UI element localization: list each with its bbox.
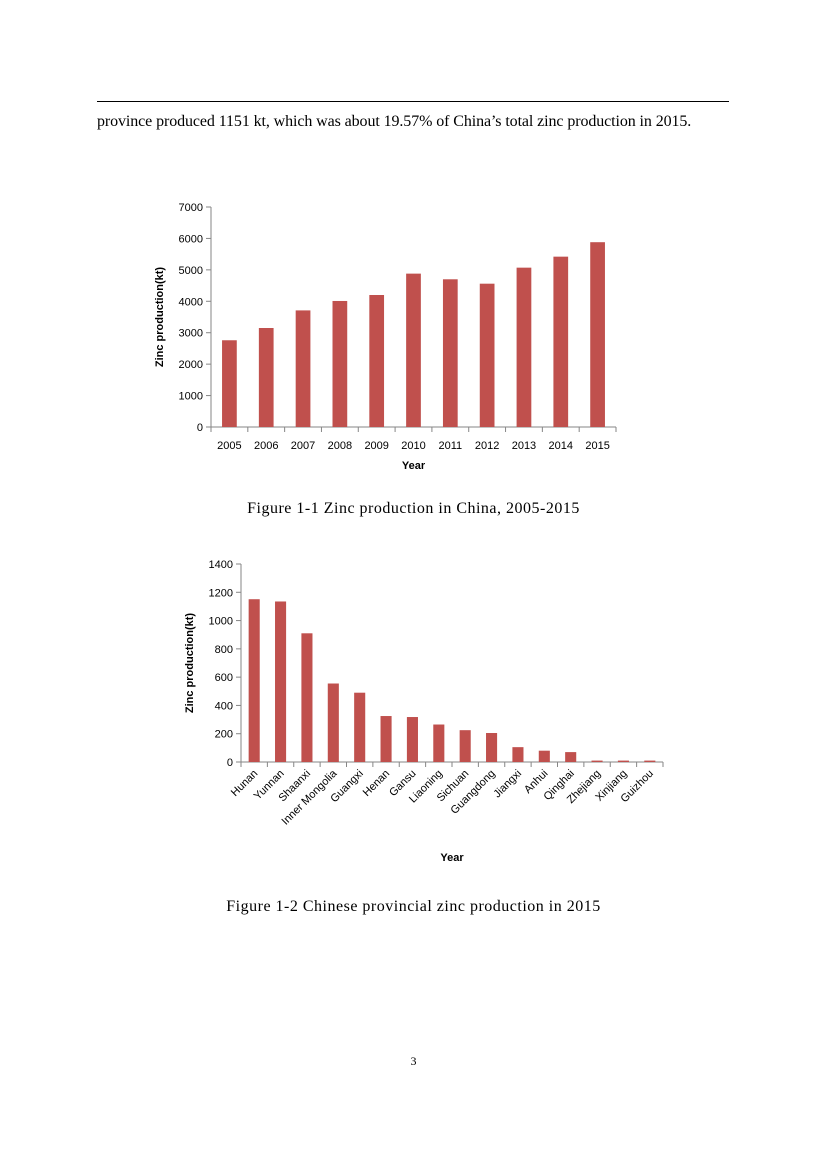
bar-liaoning — [433, 724, 445, 762]
bar-yunnan — [275, 601, 287, 762]
x-tick-label: 2014 — [549, 440, 573, 452]
bar-guizhou — [644, 760, 656, 762]
y-tick-label: 2000 — [179, 359, 203, 371]
y-tick-label: 4000 — [179, 296, 203, 308]
y-tick-label: 600 — [215, 672, 233, 684]
bar-2015 — [590, 242, 605, 427]
y-axis-title: Zinc production(kt) — [154, 267, 166, 368]
bar-shaanxi — [301, 633, 313, 762]
bar-sichuan — [459, 730, 471, 762]
bar-2007 — [295, 310, 311, 427]
x-axis-title: Year — [440, 852, 464, 864]
bar-qinghai — [565, 752, 577, 762]
y-axis-title: Zinc production(kt) — [184, 613, 196, 714]
bar-henan — [380, 716, 392, 762]
x-tick-label: Jiangxi — [491, 768, 524, 801]
bar-zhejiang — [591, 760, 603, 762]
x-axis-title: Year — [402, 460, 426, 472]
bar-2012 — [479, 283, 495, 427]
bar-guangdong — [486, 733, 498, 762]
figure-1-1-caption: Figure 1-1 Zinc production in China, 200… — [247, 500, 580, 517]
y-tick-label: 1200 — [209, 587, 233, 599]
bar-2013 — [516, 267, 532, 427]
y-tick-label: 1000 — [209, 616, 233, 628]
x-tick-label: 2011 — [438, 440, 462, 452]
bar-2011 — [442, 279, 458, 427]
x-tick-label: 2008 — [328, 440, 352, 452]
y-tick-label: 200 — [215, 729, 233, 741]
bar-2005 — [222, 340, 237, 427]
y-tick-label: 1400 — [209, 559, 233, 571]
bar-hunan — [248, 599, 260, 762]
bar-2014 — [553, 256, 569, 427]
x-tick-label: 2007 — [291, 440, 315, 452]
y-tick-label: 7000 — [179, 202, 203, 214]
x-tick-label: 2009 — [364, 440, 388, 452]
y-tick-label: 1000 — [179, 391, 203, 403]
bar-gansu — [406, 717, 418, 762]
bar-2008 — [332, 300, 348, 427]
bar-2010 — [406, 273, 421, 427]
x-tick-label: 2010 — [401, 440, 425, 452]
zinc-production-china-chart: 0 1000 2000 3000 4000 5000 6000 7000 2005 2006 200… — [154, 202, 617, 472]
bar-2006 — [258, 328, 274, 427]
figure-1-2-caption: Figure 1-2 Chinese provincial zinc produ… — [226, 898, 601, 915]
body-paragraph: province produced 1151 kt, which was abo… — [97, 113, 692, 130]
y-tick-label: 0 — [227, 757, 233, 769]
y-tick-label: 800 — [215, 644, 233, 656]
x-tick-label: 2005 — [217, 440, 241, 452]
header-rule — [97, 101, 729, 102]
y-tick-label: 0 — [197, 422, 203, 434]
x-tick-label: 2012 — [475, 440, 499, 452]
y-tick-label: 3000 — [179, 328, 203, 340]
y-tick-label: 400 — [215, 700, 233, 712]
x-tick-label: 2013 — [512, 440, 536, 452]
y-tick-label: 5000 — [179, 265, 203, 277]
bar-jiangxi — [512, 747, 524, 762]
provincial-zinc-production-chart: 0200400600800100012001400HunanYunnanShaa… — [184, 559, 664, 864]
page-number: 3 — [410, 1054, 417, 1068]
bar-guangxi — [354, 692, 366, 762]
bar-2009 — [369, 295, 385, 427]
bar-anhui — [538, 750, 550, 762]
bar-inner-mongolia — [327, 683, 339, 762]
x-tick-label: Henan — [361, 768, 392, 799]
y-tick-label: 6000 — [179, 233, 203, 245]
x-tick-label: 2015 — [585, 440, 609, 452]
bar-xinjiang — [617, 760, 629, 762]
x-tick-label: 2006 — [254, 440, 278, 452]
